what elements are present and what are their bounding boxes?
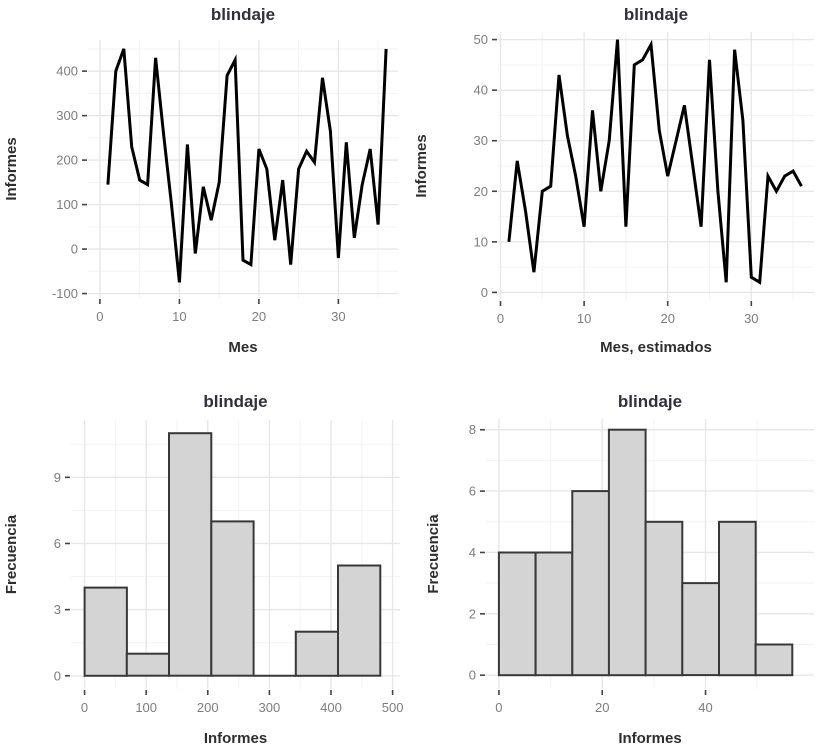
chart-title: blindaje [211,5,275,24]
histogram-bar [754,643,794,677]
x-tick-label: 100 [135,700,157,715]
x-tick-label: 10 [577,311,591,326]
histogram-bar [337,564,382,677]
y-tick-label: 100 [56,197,78,212]
histogram-bar [294,630,339,677]
figure-hist-informes-estimados: 0 2 4 6 8 0 20 40 blindaje Informes Frecuencia [410,377,819,753]
x-axis-label: Informes [618,730,681,747]
y-tick-label: 200 [56,153,78,168]
y-tick-label: 6 [54,536,61,551]
x-tick-label: 20 [660,311,674,326]
y-tick-label: 400 [56,64,78,79]
figure-line-mes-estimados: 0 10 20 30 40 50 0 10 20 30 blindaje Mes, estimados… [410,0,819,373]
y-tick-label: 300 [56,108,78,123]
chart-title: blindaje [618,392,682,411]
y-tick-label: 0 [469,668,476,683]
histogram-bar [83,586,128,677]
chart-title: blindaje [624,5,688,24]
y-tick-label: 30 [474,133,488,148]
x-tick-label: 500 [382,700,404,715]
hist-informes-estimados-chart: 0 2 4 6 8 0 20 40 blindaje Informes Frecuencia [425,392,814,747]
y-tick-label: 0 [71,242,78,257]
y-axis-label: Informes [413,134,430,197]
x-tick-label: 0 [495,700,502,715]
histogram-bar [210,520,255,677]
x-tick-label: 0 [497,311,504,326]
x-tick-label: 40 [698,700,712,715]
y-tick-label: 3 [54,602,61,617]
x-tick-label: 200 [197,700,219,715]
y-tick-label: 50 [474,32,488,47]
x-tick-label: 30 [331,309,345,324]
histogram-bar [607,428,647,677]
x-tick-label: 300 [259,700,281,715]
histogram-bar [125,652,171,677]
y-tick-label: 2 [469,606,476,621]
y-tick-label: 20 [474,184,488,199]
x-tick-label: 30 [744,311,758,326]
x-axis-label: Mes, estimados [600,339,712,356]
histogram-bar [681,582,720,677]
histogram-bar [534,551,574,677]
x-tick-label: 0 [96,309,103,324]
x-axis-label: Informes [204,730,267,747]
figure-line-mes: -100 0 100 200 300 400 0 10 20 30 blindaje Mes Infor… [0,0,410,373]
line-series [106,48,388,283]
x-tick-label: 20 [252,309,266,324]
figure-hist-informes: 0 3 6 9 0 100 200 300 400 500 blindaje Informes Frec… [0,377,410,753]
y-axis-label: Informes [3,137,20,200]
histogram-bar [718,520,757,677]
histogram-bar [571,490,611,677]
x-tick-label: 0 [81,700,88,715]
y-tick-label: 6 [469,484,476,499]
y-axis-label: Frecuencia [3,514,20,594]
y-tick-label: -100 [52,286,78,301]
x-tick-label: 20 [595,700,609,715]
histogram-bar [497,551,537,677]
hist-informes-chart: 0 3 6 9 0 100 200 300 400 500 blindaje Informes Frec… [3,392,404,747]
y-tick-label: 40 [474,83,488,98]
y-tick-label: 0 [54,668,61,683]
y-tick-label: 10 [474,234,488,249]
x-tick-label: 400 [320,700,342,715]
chart-title: blindaje [203,392,267,411]
x-tick-label: 10 [172,309,186,324]
x-axis-label: Mes [228,339,257,356]
line-mes-estimados-chart: 0 10 20 30 40 50 0 10 20 30 blindaje Mes, estimados… [413,5,814,356]
y-tick-label: 0 [481,285,488,300]
histogram-bar [644,520,684,677]
histogram-bar [168,432,213,677]
y-tick-label: 8 [469,422,476,437]
y-tick-label: 4 [469,545,476,560]
line-series [507,39,803,285]
line-mes-chart: -100 0 100 200 300 400 0 10 20 30 blindaje Mes Infor… [3,5,398,356]
y-axis-label: Frecuencia [425,514,442,594]
y-tick-label: 9 [54,470,61,485]
